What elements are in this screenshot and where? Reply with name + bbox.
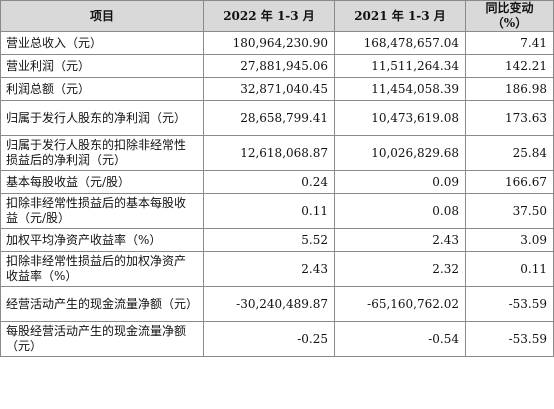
value-2022: 5.52 [203, 228, 335, 252]
value-2022: -30,240,489.87 [203, 286, 335, 322]
value-2021: 10,026,829.68 [334, 135, 466, 171]
table-row: 营业利润（元） 27,881,945.06 11,511,264.34 142.… [0, 54, 554, 78]
value-change: 3.09 [465, 228, 554, 252]
value-2021: 11,454,058.39 [334, 77, 466, 101]
value-2021: 11,511,264.34 [334, 54, 466, 78]
value-2021: 2.32 [334, 251, 466, 287]
row-label: 营业总收入（元） [0, 31, 204, 55]
value-2022: 12,618,068.87 [203, 135, 335, 171]
value-2021: -0.54 [334, 321, 466, 357]
value-2022: 2.43 [203, 251, 335, 287]
value-2021: 168,478,657.04 [334, 31, 466, 55]
header-2021: 2021 年 1-3 月 [334, 0, 466, 32]
value-2021: 10,473,619.08 [334, 100, 466, 136]
value-2022: 32,871,040.45 [203, 77, 335, 101]
row-label: 基本每股收益（元/股） [0, 170, 204, 194]
row-label: 加权平均净资产收益率（%） [0, 228, 204, 252]
header-row: 项目 2022 年 1-3 月 2021 年 1-3 月 同比变动（%） [0, 0, 554, 32]
value-change: 7.41 [465, 31, 554, 55]
value-2022: 0.11 [203, 193, 335, 229]
value-change: 25.84 [465, 135, 554, 171]
table-row: 每股经营活动产生的现金流量净额（元） -0.25 -0.54 -53.59 [0, 321, 554, 357]
table-row: 扣除非经常性损益后的基本每股收益（元/股） 0.11 0.08 37.50 [0, 193, 554, 229]
row-label: 归属于发行人股东的扣除非经常性损益后的净利润（元） [0, 135, 204, 171]
row-label: 经营活动产生的现金流量净额（元） [0, 286, 204, 322]
row-label: 利润总额（元） [0, 77, 204, 101]
value-2022: 0.24 [203, 170, 335, 194]
header-item: 项目 [0, 0, 204, 32]
row-label: 每股经营活动产生的现金流量净额（元） [0, 321, 204, 357]
table-row: 归属于发行人股东的净利润（元） 28,658,799.41 10,473,619… [0, 100, 554, 136]
value-change: 186.98 [465, 77, 554, 101]
value-change: 142.21 [465, 54, 554, 78]
table-row: 经营活动产生的现金流量净额（元） -30,240,489.87 -65,160,… [0, 286, 554, 322]
value-change: 173.63 [465, 100, 554, 136]
value-2022: 180,964,230.90 [203, 31, 335, 55]
value-change: 0.11 [465, 251, 554, 287]
value-2021: 2.43 [334, 228, 466, 252]
value-change: -53.59 [465, 321, 554, 357]
value-change: 166.67 [465, 170, 554, 194]
row-label: 扣除非经常性损益后的基本每股收益（元/股） [0, 193, 204, 229]
table-row: 利润总额（元） 32,871,040.45 11,454,058.39 186.… [0, 77, 554, 101]
table-row: 基本每股收益（元/股） 0.24 0.09 166.67 [0, 170, 554, 194]
row-label: 扣除非经常性损益后的加权净资产收益率（%） [0, 251, 204, 287]
value-2021: 0.08 [334, 193, 466, 229]
value-2022: 27,881,945.06 [203, 54, 335, 78]
value-2021: 0.09 [334, 170, 466, 194]
header-change: 同比变动（%） [465, 0, 554, 32]
row-label: 归属于发行人股东的净利润（元） [0, 100, 204, 136]
row-label: 营业利润（元） [0, 54, 204, 78]
value-2022: 28,658,799.41 [203, 100, 335, 136]
table-row: 扣除非经常性损益后的加权净资产收益率（%） 2.43 2.32 0.11 [0, 251, 554, 287]
value-change: 37.50 [465, 193, 554, 229]
financial-indicators-table: 项目 2022 年 1-3 月 2021 年 1-3 月 同比变动（%） 营业总… [0, 0, 554, 357]
table-row: 归属于发行人股东的扣除非经常性损益后的净利润（元） 12,618,068.87 … [0, 135, 554, 171]
value-2021: -65,160,762.02 [334, 286, 466, 322]
value-2022: -0.25 [203, 321, 335, 357]
header-2022: 2022 年 1-3 月 [203, 0, 335, 32]
table-row: 营业总收入（元） 180,964,230.90 168,478,657.04 7… [0, 31, 554, 55]
value-change: -53.59 [465, 286, 554, 322]
table-row: 加权平均净资产收益率（%） 5.52 2.43 3.09 [0, 228, 554, 252]
